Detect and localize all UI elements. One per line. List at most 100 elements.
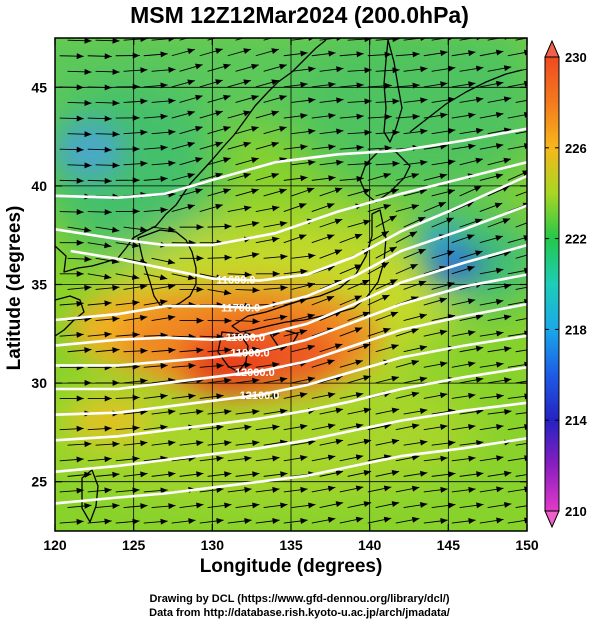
wind-vector-head bbox=[356, 82, 364, 89]
wind-vector-head bbox=[495, 298, 504, 305]
wind-vector-head bbox=[531, 187, 539, 193]
wind-vector-head bbox=[243, 48, 251, 55]
wind-vector-head bbox=[336, 66, 344, 73]
wind-vector-head bbox=[522, 170, 527, 177]
wind-vector-head bbox=[111, 226, 120, 233]
wind-vector-head bbox=[298, 234, 307, 240]
wind-vector-head bbox=[411, 391, 420, 398]
wind-vector-head bbox=[503, 470, 512, 477]
wind-vector-head bbox=[132, 331, 140, 338]
wind-vector-head bbox=[140, 378, 148, 385]
wind-vector-head bbox=[160, 175, 168, 182]
wind-vector-head bbox=[112, 316, 120, 322]
wind-vector-head bbox=[494, 202, 503, 209]
wind-vector-head bbox=[440, 50, 448, 57]
wind-vector-head bbox=[448, 440, 456, 447]
wind-vector-head bbox=[188, 393, 196, 400]
wind-vector-head bbox=[420, 38, 427, 42]
wind-vector-head bbox=[440, 424, 448, 430]
wind-vector-head bbox=[328, 175, 336, 182]
wind-vector-head bbox=[140, 440, 148, 447]
wind-vector-head bbox=[391, 501, 400, 507]
wind-vector-head bbox=[244, 455, 252, 462]
x-axis-label: Longitude (degrees) bbox=[199, 556, 383, 577]
wind-vector-head bbox=[272, 393, 280, 399]
wind-vector-head bbox=[76, 239, 84, 246]
wind-vector-head bbox=[308, 97, 316, 104]
wind-vector-head bbox=[76, 53, 84, 60]
wind-vector bbox=[515, 38, 527, 41]
wind-vector-head bbox=[140, 471, 148, 478]
wind-vector-head bbox=[215, 48, 223, 54]
wind-vector-head bbox=[132, 299, 140, 306]
wind-vector-head bbox=[308, 253, 316, 260]
wind-vector-head bbox=[112, 471, 120, 478]
wind-vector-head bbox=[439, 297, 447, 304]
wind-vector-head bbox=[391, 375, 399, 382]
wind-vector-head bbox=[244, 424, 252, 431]
wind-vector-head bbox=[327, 423, 336, 430]
wind-vector-head bbox=[223, 63, 231, 70]
wind-vector-head bbox=[187, 110, 195, 117]
wind-vector-head bbox=[503, 96, 512, 103]
wind-vector-head bbox=[475, 127, 484, 134]
wind-vector-head bbox=[216, 518, 224, 524]
wind-vector-head bbox=[104, 456, 112, 463]
wind-vector-head bbox=[439, 361, 448, 368]
wind-vector-head bbox=[532, 471, 539, 477]
wind-vector-head bbox=[112, 100, 120, 107]
wind-vector-head bbox=[363, 375, 371, 382]
wind-vector-head bbox=[168, 129, 176, 136]
wind-vector-head bbox=[216, 455, 224, 462]
contour-label: 11700.0 bbox=[221, 302, 260, 314]
wind-vector-head bbox=[140, 98, 148, 105]
wind-vector-head bbox=[83, 226, 92, 233]
wind-vector-head bbox=[168, 226, 176, 233]
wind-vector-head bbox=[131, 273, 140, 280]
wind-vector-head bbox=[196, 408, 204, 415]
wind-vector-head bbox=[224, 223, 232, 230]
wind-vector-head bbox=[356, 51, 364, 58]
wind-vector-head bbox=[468, 486, 476, 493]
wind-vector bbox=[487, 38, 502, 41]
wind-vector-head bbox=[84, 347, 92, 354]
x-tick-label: 145 bbox=[437, 537, 461, 553]
wind-vector-head bbox=[476, 471, 484, 478]
korea-coastline bbox=[137, 229, 197, 309]
wind-vector-head bbox=[160, 207, 168, 214]
wind-vector-head bbox=[475, 250, 483, 257]
wind-vector-head bbox=[271, 110, 279, 117]
wind-vector bbox=[507, 488, 527, 493]
wind-vector-head bbox=[243, 110, 251, 117]
wind-vector-head bbox=[392, 129, 400, 136]
wind-vector-head bbox=[224, 317, 232, 324]
wind-vector bbox=[515, 99, 527, 103]
wind-vector-head bbox=[468, 112, 476, 119]
wind-vector-head bbox=[272, 424, 280, 431]
wind-vector-head bbox=[524, 424, 527, 430]
wind-vector-head bbox=[532, 96, 539, 102]
contour-line bbox=[55, 160, 527, 247]
wind-vector-head bbox=[354, 233, 363, 240]
chart-title: MSM 12Z12Mar2024 (200.0hPa) bbox=[130, 2, 469, 28]
wind-vector-head bbox=[160, 424, 168, 431]
wind-vector-head bbox=[447, 188, 455, 195]
wind-vector-head bbox=[446, 250, 455, 257]
wind-vector-head bbox=[389, 246, 397, 253]
wind-vector-head bbox=[389, 279, 398, 286]
wind-vector-head bbox=[132, 52, 140, 59]
contour-label: 11600.0 bbox=[216, 275, 255, 287]
wind-vector-head bbox=[496, 330, 504, 337]
wind-vector-head bbox=[473, 186, 482, 192]
wind-vector-head bbox=[411, 516, 420, 523]
wind-vector-head bbox=[334, 249, 343, 256]
wind-vector-head bbox=[271, 236, 280, 243]
wind-vector-head bbox=[363, 188, 371, 195]
wind-vector-head bbox=[76, 146, 84, 153]
wind-vector-head bbox=[384, 51, 392, 58]
wind-vector-head bbox=[280, 284, 288, 291]
wind-vector-head bbox=[252, 471, 260, 478]
wind-vector-head bbox=[271, 205, 280, 212]
wind-vector-head bbox=[252, 440, 260, 447]
wind-vector-head bbox=[76, 115, 84, 122]
